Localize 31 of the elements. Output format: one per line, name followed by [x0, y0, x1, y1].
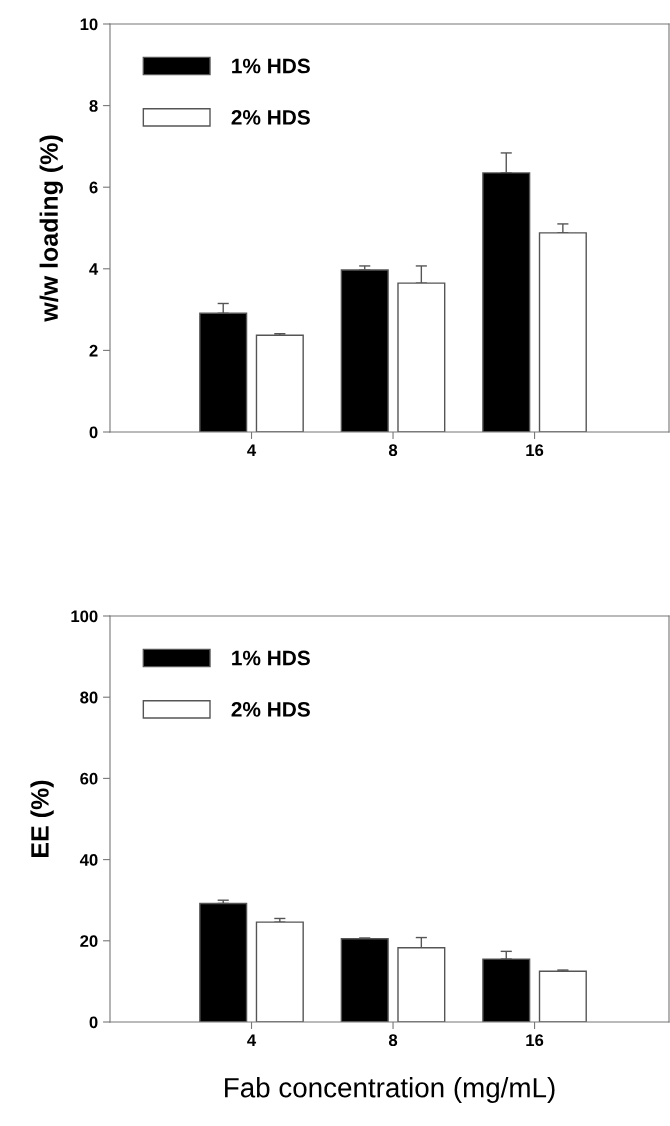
x-tick-label: 4	[247, 444, 257, 456]
y-tick-label: 8	[89, 100, 98, 112]
legend-label: 1% HDS	[232, 58, 310, 74]
y-tick-label: 6	[89, 181, 98, 194]
y-axis-title: w/w loading (%)	[39, 135, 63, 322]
bar	[538, 970, 587, 1022]
bar	[255, 334, 304, 432]
y-tick-label: 0	[89, 426, 98, 439]
bar	[340, 269, 389, 432]
legend-label: 2% HDS	[231, 702, 310, 717]
x-tick-label: 8	[388, 444, 398, 457]
y-tick-label: 0	[89, 1016, 98, 1029]
y-tick-label: 100	[71, 610, 98, 623]
y-tick-label: 20	[80, 935, 98, 947]
y-tick-label: 2	[89, 344, 98, 357]
x-tick-label: 4	[247, 1034, 257, 1046]
y-tick-label: 10	[80, 18, 98, 31]
bar	[340, 938, 389, 1022]
legend-label: 1% HDS	[232, 650, 310, 666]
bar	[255, 921, 304, 1022]
y-tick-label: 60	[80, 772, 98, 785]
y-tick-label: 4	[89, 263, 99, 275]
y-tick-label: 40	[79, 854, 98, 866]
bar	[199, 902, 248, 1022]
y-tick-label: 80	[80, 691, 98, 704]
x-tick-label: 16	[526, 444, 544, 457]
x-tick-label: 16	[526, 1034, 544, 1047]
y-axis-title: EE (%)	[30, 780, 54, 857]
x-axis-title: Fab concentration (mg/mL)	[225, 1077, 555, 1104]
x-tick-label: 8	[388, 1034, 398, 1047]
legend-label: 2% HDS	[231, 110, 310, 125]
